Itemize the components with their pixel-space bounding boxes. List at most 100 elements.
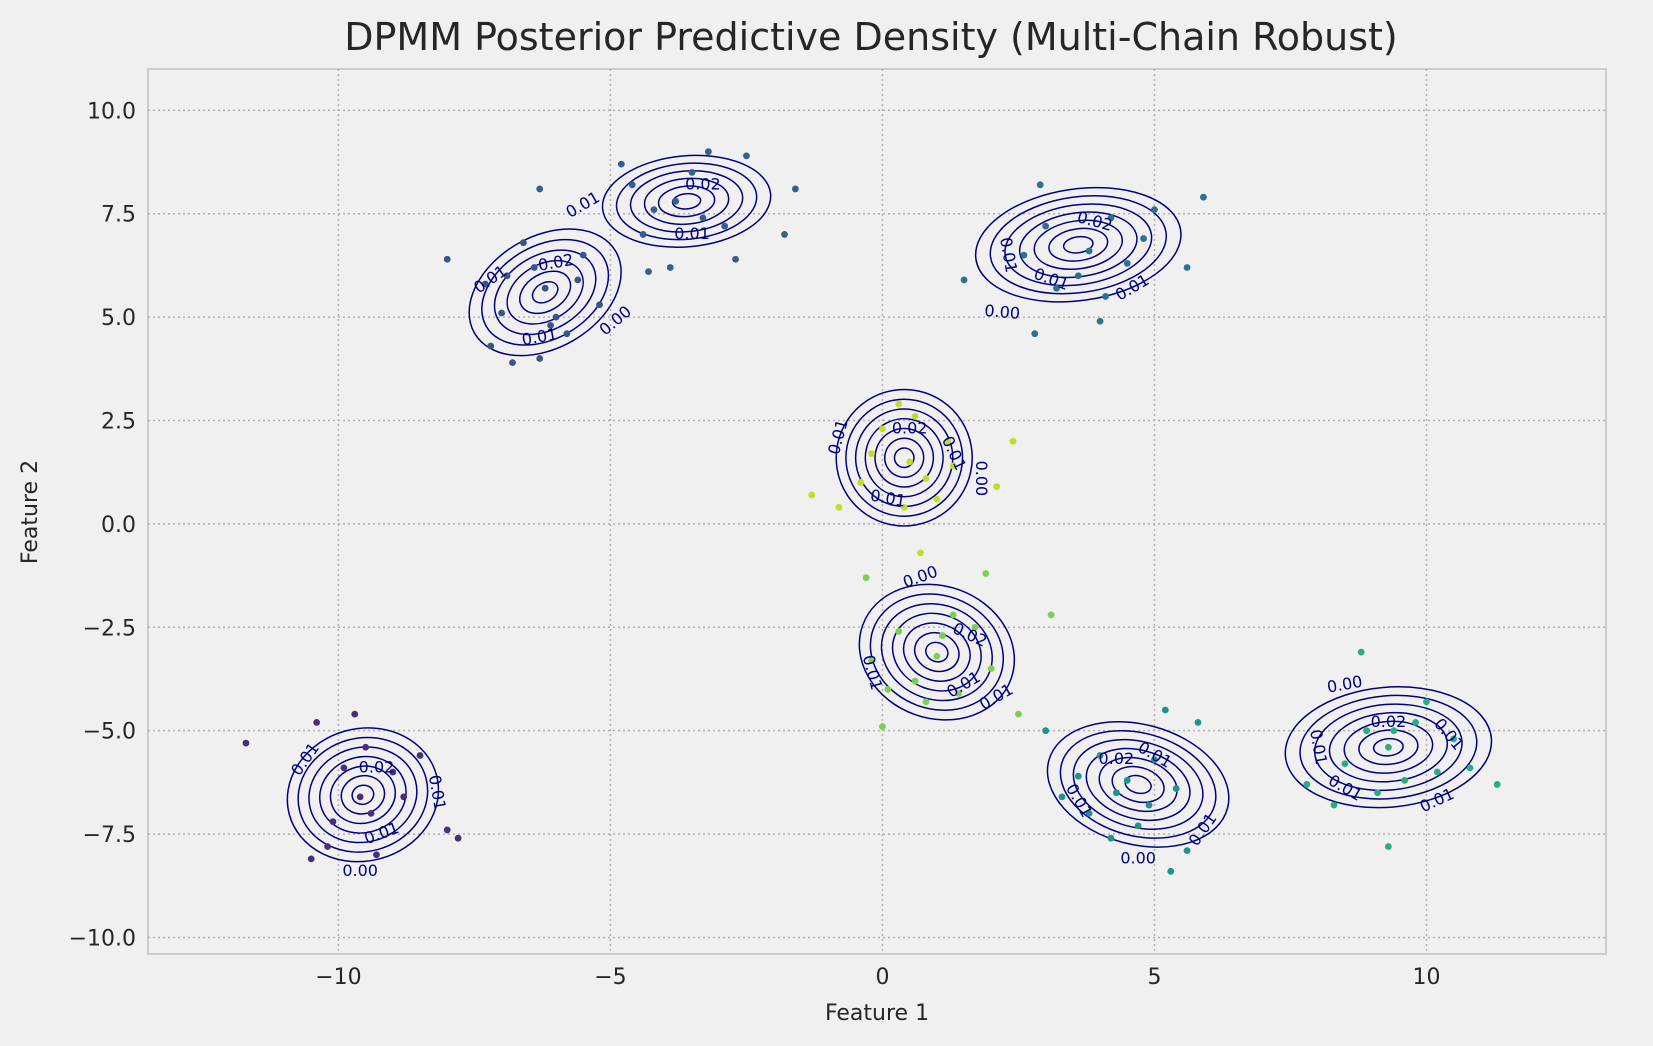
scatter-point <box>1303 781 1311 788</box>
scatter-point <box>1096 317 1104 325</box>
scatter-point <box>242 739 250 747</box>
scatter-point <box>732 255 739 263</box>
density-cluster <box>1046 721 1230 848</box>
contour-line <box>891 612 982 692</box>
scatter-point <box>596 301 603 309</box>
contour-line <box>1111 765 1165 804</box>
contour-line <box>864 418 944 498</box>
scatter-point <box>1450 735 1458 743</box>
scatter-point <box>367 809 375 817</box>
contour-line <box>1046 721 1230 848</box>
scatter-point <box>1036 181 1044 189</box>
scatter-series <box>1042 706 1202 875</box>
scatter-point <box>509 359 516 367</box>
scatter-point <box>971 623 979 631</box>
scatter-point <box>862 574 870 582</box>
chart-title: DPMM Posterior Predictive Density (Multi… <box>344 15 1398 59</box>
contour-line <box>329 765 397 825</box>
y-tick-label: 0.0 <box>101 513 136 538</box>
scatter-point <box>949 462 957 470</box>
contour-line <box>874 427 935 488</box>
scatter-point <box>987 665 995 673</box>
scatter-point <box>307 855 315 863</box>
scatter-point <box>1009 437 1017 445</box>
scatter-point <box>666 264 674 271</box>
scatter-point <box>1096 752 1104 759</box>
scatter-series <box>1303 648 1501 850</box>
contour-line <box>318 755 407 834</box>
contour-line <box>835 388 973 527</box>
scatter-point <box>536 355 544 362</box>
contour-line <box>468 228 622 357</box>
scatter-series <box>443 239 603 367</box>
contour-line <box>1358 729 1419 766</box>
contour-line <box>1048 227 1109 262</box>
y-tick-label: −10.0 <box>69 926 136 951</box>
scatter-point <box>1058 793 1066 801</box>
contour-line <box>1284 686 1493 809</box>
contour-level-label: 0.02 <box>359 757 395 776</box>
x-tick-label: 0 <box>875 965 889 990</box>
contour-line <box>657 185 716 218</box>
scatter-point <box>1047 611 1055 619</box>
scatter-point <box>1433 768 1441 776</box>
contour-level-label: 0.00 <box>984 301 1021 323</box>
scatter-point <box>579 251 587 259</box>
scatter-point <box>1074 772 1082 780</box>
x-tick-label: −10 <box>315 965 361 990</box>
scatter-point <box>1151 756 1158 764</box>
scatter-point <box>781 231 788 238</box>
scatter-point <box>1167 867 1175 875</box>
scatter-point <box>639 231 647 238</box>
scatter-point <box>1107 214 1115 222</box>
scatter-point <box>879 425 886 433</box>
scatter-point <box>519 239 527 247</box>
scatter-point <box>1151 206 1158 214</box>
scatter-series <box>536 148 799 276</box>
grid-lines <box>148 69 1606 954</box>
scatter-point <box>313 719 321 726</box>
scatter-point <box>1085 809 1093 817</box>
contour-line <box>1313 703 1463 792</box>
scatter-point <box>672 197 680 205</box>
scatter-point <box>1123 776 1131 784</box>
contour-level-label: 0.00 <box>342 861 378 880</box>
contour-line <box>615 162 758 241</box>
contour-level-label: 0.02 <box>1371 712 1407 731</box>
scatter-point <box>1031 330 1039 338</box>
y-axis-label: Feature 2 <box>18 460 43 564</box>
scatter-point <box>868 656 875 664</box>
scatter-point <box>1102 293 1109 300</box>
scatter-point <box>400 793 408 801</box>
density-cluster <box>835 388 973 527</box>
scatter-point <box>1384 743 1392 751</box>
contour-line <box>519 270 572 315</box>
scatter-point <box>324 843 331 850</box>
scatter-point <box>1363 727 1371 735</box>
scatter-point <box>911 677 919 685</box>
scatter-point <box>1357 648 1365 656</box>
scatter-point <box>704 148 712 156</box>
scatter-point <box>536 185 544 193</box>
scatter-point <box>791 185 799 193</box>
scatter-point <box>1172 785 1180 792</box>
scatter-point <box>1330 801 1338 809</box>
contour-level-label: 0.00 <box>972 461 991 497</box>
y-tick-label: 7.5 <box>101 203 136 228</box>
x-axis-label: Feature 1 <box>825 1001 929 1026</box>
contour-line <box>858 583 1016 721</box>
scatter-point <box>1107 834 1115 842</box>
scatter-series <box>808 400 1017 557</box>
scatter-point <box>1134 822 1142 830</box>
contour-line <box>643 177 730 226</box>
contour-level-label: 0.02 <box>1099 749 1135 768</box>
scatter-point <box>1401 776 1409 784</box>
scatter-point <box>1412 719 1419 726</box>
contour-line <box>601 154 772 248</box>
scatter-point <box>944 437 952 445</box>
contour-line <box>308 746 418 844</box>
scatter-point <box>503 272 511 280</box>
contour-line <box>1343 720 1434 774</box>
scatter-series <box>862 570 1055 730</box>
